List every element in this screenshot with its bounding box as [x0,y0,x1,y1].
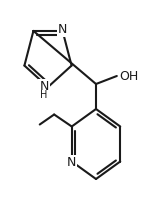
Text: OH: OH [119,70,138,82]
Text: N: N [67,156,76,169]
Text: N: N [39,80,49,92]
Text: H: H [40,90,48,100]
Text: N: N [58,23,67,36]
